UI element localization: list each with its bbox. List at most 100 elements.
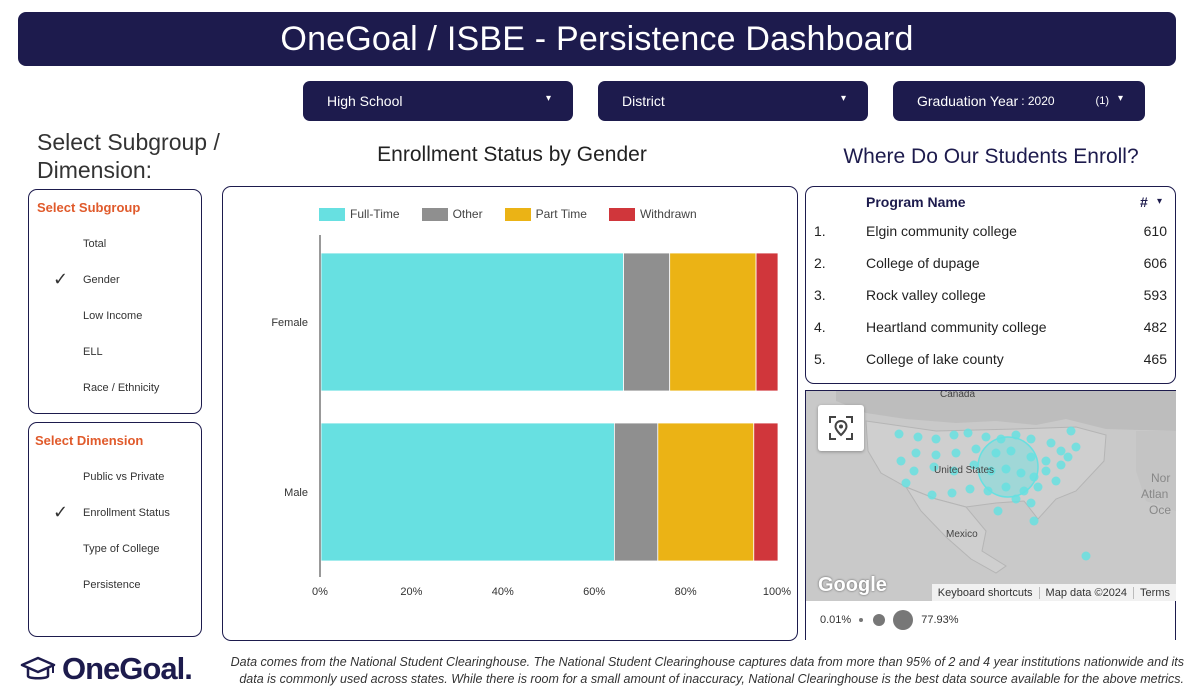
bar-female-part-time[interactable] [669, 252, 757, 392]
map-bubble[interactable] [983, 486, 993, 496]
bar-male-withdrawn[interactable] [753, 422, 779, 562]
map-bubble-layer [894, 426, 1091, 561]
map-bubble[interactable] [1056, 460, 1066, 470]
option-enrollment-status[interactable]: Enrollment Status [83, 507, 170, 519]
map-bubble[interactable] [963, 428, 973, 438]
map-locate-button[interactable] [818, 405, 864, 451]
map-bubble[interactable] [949, 466, 959, 476]
map-bubble[interactable] [1016, 468, 1026, 478]
map-bubble[interactable] [1001, 482, 1011, 492]
terms-link[interactable]: Terms [1133, 586, 1176, 599]
legend-item-withdrawn[interactable]: Withdrawn [608, 207, 697, 221]
bar-male-other[interactable] [613, 422, 659, 562]
map-bubble[interactable] [1026, 452, 1036, 462]
map-bubble[interactable] [1063, 452, 1073, 462]
map-bubble[interactable] [931, 450, 941, 460]
map-bubble[interactable] [1051, 476, 1061, 486]
option-public-vs-private[interactable]: Public vs Private [83, 471, 165, 483]
program-name-header[interactable]: Program Name [866, 194, 966, 210]
district-dropdown[interactable]: District ▾ [598, 81, 868, 121]
legend-max-value: 77.93% [921, 614, 959, 626]
map-bubble[interactable] [991, 448, 1001, 458]
map-bubble[interactable] [951, 448, 961, 458]
map-bubble[interactable] [909, 466, 919, 476]
option-total[interactable]: Total [83, 238, 107, 250]
map-bubble[interactable] [929, 462, 939, 472]
map-bubble[interactable] [1046, 438, 1056, 448]
map-bubble[interactable] [965, 484, 975, 494]
map-data-label: Map data ©2024 [1038, 586, 1134, 599]
map-bubble[interactable] [1081, 551, 1091, 561]
option-type-of-college[interactable]: Type of College [83, 543, 160, 555]
x-tick-label: 20% [400, 586, 422, 598]
table-row[interactable]: 5. College of lake county 465 [806, 351, 1175, 383]
row-rank: 3. [814, 287, 826, 303]
legend-item-full-time[interactable]: Full-Time [319, 207, 400, 221]
table-row[interactable]: 2. College of dupage 606 [806, 255, 1175, 287]
option-race-ethnicity[interactable]: Race / Ethnicity [83, 382, 160, 394]
map-bubble[interactable] [901, 478, 911, 488]
option-persistence[interactable]: Persistence [83, 579, 141, 591]
map-bubble[interactable] [1041, 456, 1051, 466]
map-bubble[interactable] [1071, 442, 1081, 452]
table-row[interactable]: 1. Elgin community college 610 [806, 223, 1175, 255]
chevron-down-icon: ▾ [1117, 93, 1123, 104]
row-count: 482 [1143, 319, 1167, 335]
map-bubble[interactable] [1041, 466, 1051, 476]
map-bubble[interactable] [1001, 464, 1011, 474]
map-bubble[interactable] [1026, 498, 1036, 508]
table-row[interactable]: 4. Heartland community college 482 [806, 319, 1175, 351]
sort-icon[interactable]: ▾ [1157, 196, 1163, 207]
table-row[interactable]: 3. Rock valley college 593 [806, 287, 1175, 319]
map-canvas[interactable]: Canada United States Mexico Nor Atlan Oc… [806, 391, 1176, 601]
keyboard-shortcuts-link[interactable]: Keyboard shortcuts [937, 586, 1033, 599]
map-bubble[interactable] [947, 488, 957, 498]
bar-male-full-time[interactable] [320, 422, 615, 562]
map-bubble[interactable] [1066, 426, 1076, 436]
map-bubble[interactable] [1029, 516, 1039, 526]
onegoal-wordmark: OneGoal. [62, 651, 193, 686]
medium-bubble-icon [873, 614, 886, 626]
dimension-heading: Select Dimension [35, 433, 144, 448]
chart-panel: Full-Time Other Part Time Withdrawn Female M… [222, 186, 798, 641]
row-rank: 2. [814, 255, 826, 271]
map-bubble[interactable] [981, 432, 991, 442]
map-bubble[interactable] [931, 434, 941, 444]
high-school-dropdown[interactable]: High School ▾ [303, 81, 573, 121]
graduation-year-dropdown[interactable]: Graduation Year : 2020 (1) ▾ [893, 81, 1145, 121]
map-bubble[interactable] [1033, 482, 1043, 492]
x-tick-label: 100% [763, 586, 791, 598]
map-bubble[interactable] [969, 460, 979, 470]
option-ell[interactable]: ELL [83, 346, 103, 358]
option-gender[interactable]: Gender [83, 274, 120, 286]
map-bubble[interactable] [913, 432, 923, 442]
x-tick-label: 40% [492, 586, 514, 598]
bar-female-full-time[interactable] [320, 252, 624, 392]
map-bubble[interactable] [971, 444, 981, 454]
map-bubble[interactable] [1026, 434, 1036, 444]
map-bubble-large[interactable] [977, 436, 1039, 498]
map-bubble[interactable] [993, 506, 1003, 516]
legend-item-part-time[interactable]: Part Time [504, 207, 587, 221]
map-bubble[interactable] [894, 429, 904, 439]
map-bubble[interactable] [927, 490, 937, 500]
map-bubble[interactable] [911, 448, 921, 458]
map-bubble[interactable] [1006, 446, 1016, 456]
map-bubble[interactable] [896, 456, 906, 466]
count-header[interactable]: # [1140, 194, 1148, 210]
bar-male-part-time[interactable] [657, 422, 755, 562]
legend-item-other[interactable]: Other [421, 207, 483, 221]
bar-female-withdrawn[interactable] [755, 252, 779, 392]
large-bubble-icon [893, 610, 914, 630]
graduation-year-label: Graduation Year [917, 93, 1019, 109]
map-bubble[interactable] [1056, 446, 1066, 456]
legend-label: Other [452, 207, 483, 221]
map-bubble[interactable] [1029, 472, 1039, 482]
option-low-income[interactable]: Low Income [83, 310, 143, 322]
map-bubble[interactable] [949, 430, 959, 440]
x-tick-label: 60% [583, 586, 605, 598]
subgroup-panel: Select Subgroup Total Gender ✓ Low Income EL… [28, 189, 202, 414]
map-bubble[interactable] [986, 466, 996, 476]
map-label-canada: Canada [940, 391, 976, 400]
bar-female-other[interactable] [623, 252, 671, 392]
